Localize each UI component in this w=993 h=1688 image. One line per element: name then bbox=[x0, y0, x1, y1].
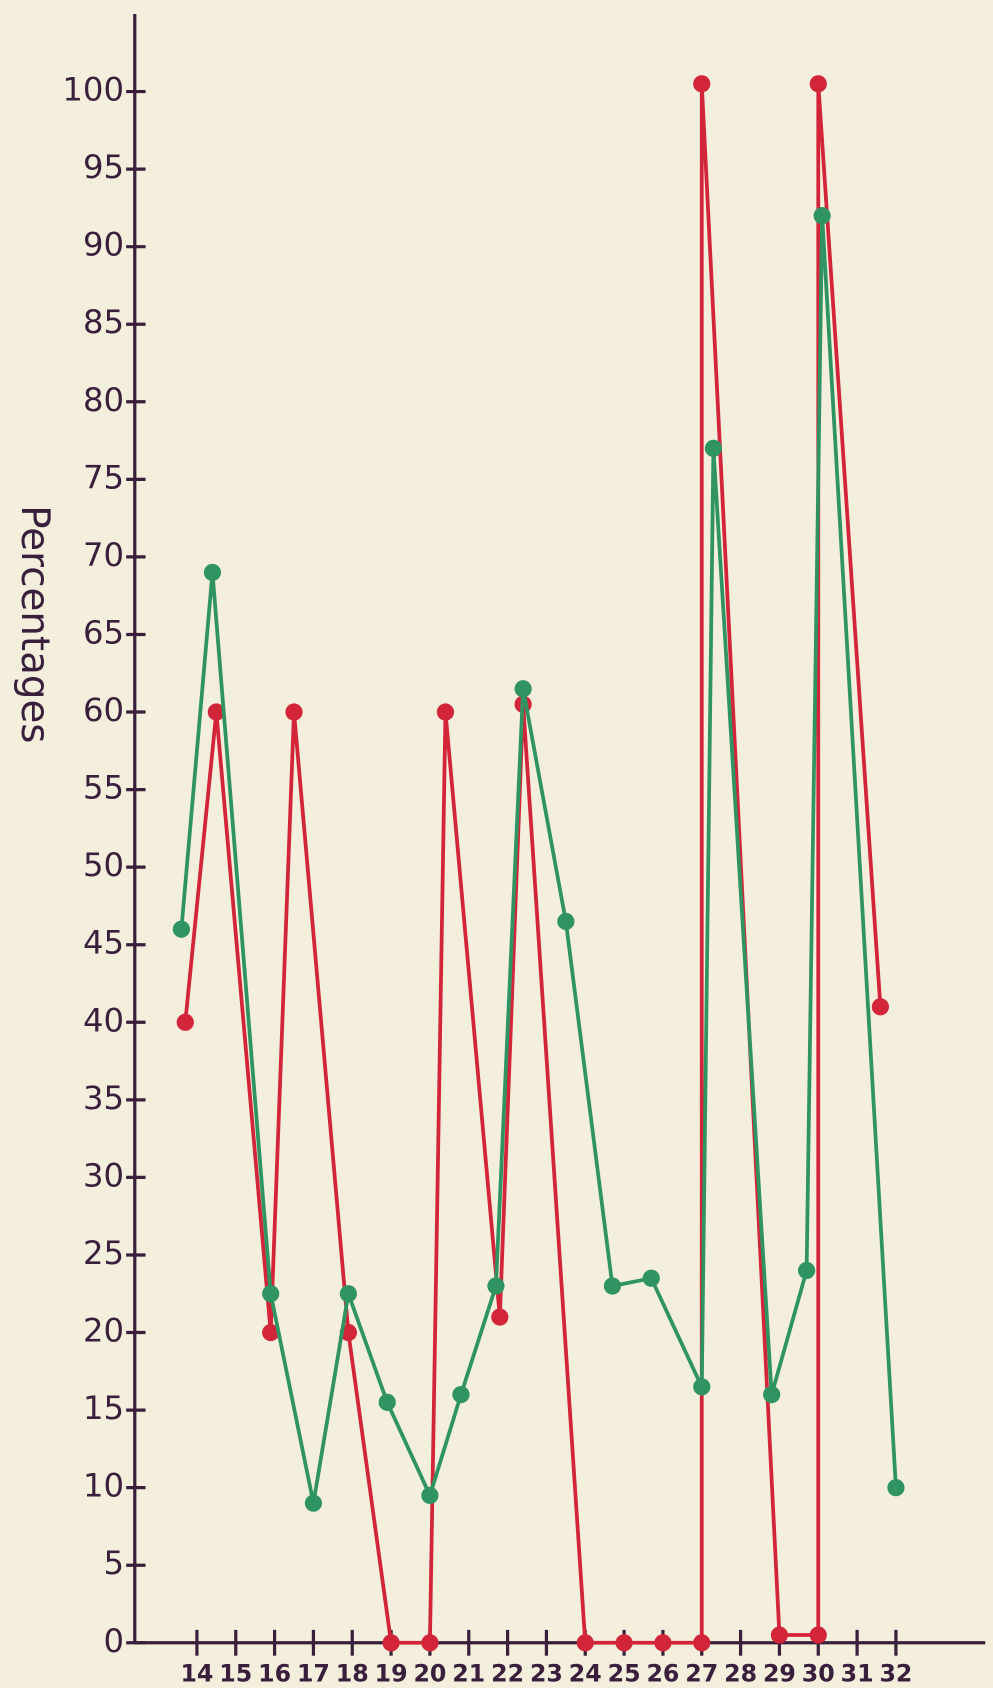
x-tick-label: 14 bbox=[180, 1660, 213, 1688]
data-point bbox=[305, 1495, 322, 1512]
data-point bbox=[285, 703, 302, 720]
y-tick-label: 80 bbox=[83, 381, 124, 419]
data-point bbox=[810, 75, 827, 92]
x-tick-label: 17 bbox=[297, 1660, 330, 1688]
data-point bbox=[421, 1487, 438, 1504]
y-tick-label: 90 bbox=[83, 226, 124, 264]
y-tick-label: 30 bbox=[83, 1156, 124, 1194]
x-tick-label: 20 bbox=[413, 1660, 446, 1688]
x-tick-label: 31 bbox=[841, 1660, 874, 1688]
data-point bbox=[872, 998, 889, 1015]
data-point bbox=[615, 1634, 632, 1651]
y-tick-label: 40 bbox=[83, 1001, 124, 1039]
y-tick-label: 45 bbox=[83, 924, 124, 962]
y-tick-label: 25 bbox=[83, 1234, 124, 1272]
x-tick-label: 15 bbox=[219, 1660, 252, 1688]
data-point bbox=[887, 1479, 904, 1496]
y-tick-label: 60 bbox=[83, 691, 124, 729]
data-point bbox=[177, 1014, 194, 1031]
x-tick-label: 30 bbox=[802, 1660, 835, 1688]
y-tick-label: 85 bbox=[83, 303, 124, 341]
data-point bbox=[771, 1626, 788, 1643]
y-tick-label: 100 bbox=[62, 71, 124, 109]
data-point bbox=[798, 1262, 815, 1279]
data-point bbox=[262, 1285, 279, 1302]
data-point bbox=[437, 703, 454, 720]
x-tick-label: 22 bbox=[491, 1660, 524, 1688]
y-tick-label: 35 bbox=[83, 1079, 124, 1117]
y-tick-label: 0 bbox=[103, 1622, 124, 1660]
data-point bbox=[515, 680, 532, 697]
x-tick-label: 21 bbox=[452, 1660, 485, 1688]
x-tick-label: 18 bbox=[336, 1660, 369, 1688]
data-point bbox=[421, 1634, 438, 1651]
data-point bbox=[705, 440, 722, 457]
data-point bbox=[604, 1277, 621, 1294]
data-point bbox=[577, 1634, 594, 1651]
y-tick-label: 55 bbox=[83, 769, 124, 807]
data-point bbox=[173, 921, 190, 938]
data-point bbox=[693, 1378, 710, 1395]
y-tick-label: 65 bbox=[83, 613, 124, 651]
page: {"chart_data": {"type": "line", "y_label… bbox=[0, 0, 993, 1688]
data-point bbox=[382, 1634, 399, 1651]
x-tick-label: 23 bbox=[530, 1660, 563, 1688]
y-tick-label: 50 bbox=[83, 846, 124, 884]
data-point bbox=[487, 1277, 504, 1294]
x-tick-label: 28 bbox=[724, 1660, 757, 1688]
x-tick-label: 29 bbox=[763, 1660, 796, 1688]
y-tick-label: 70 bbox=[83, 536, 124, 574]
x-tick-label: 25 bbox=[608, 1660, 641, 1688]
data-point bbox=[810, 1626, 827, 1643]
y-tick-label: 75 bbox=[83, 458, 124, 496]
y-tick-label: 95 bbox=[83, 148, 124, 186]
data-point bbox=[491, 1308, 508, 1325]
x-tick-label: 16 bbox=[258, 1660, 291, 1688]
y-tick-label: 5 bbox=[103, 1544, 124, 1582]
data-point bbox=[693, 1634, 710, 1651]
data-point bbox=[452, 1386, 469, 1403]
x-tick-label: 27 bbox=[685, 1660, 718, 1688]
y-tick-label: 10 bbox=[83, 1467, 124, 1505]
x-tick-label: 32 bbox=[879, 1660, 912, 1688]
data-point bbox=[340, 1285, 357, 1302]
series-line bbox=[185, 84, 880, 1643]
y-tick-label: 15 bbox=[83, 1389, 124, 1427]
x-tick-label: 26 bbox=[646, 1660, 679, 1688]
x-tick-label: 19 bbox=[375, 1660, 408, 1688]
chart: Percentages 0 5 10 15 20 25 30 35 40 45 50 55 60 65 70… bbox=[0, 0, 993, 1688]
data-point bbox=[557, 913, 574, 930]
data-point bbox=[814, 207, 831, 224]
data-point bbox=[379, 1394, 396, 1411]
data-point bbox=[654, 1634, 671, 1651]
data-point bbox=[204, 564, 221, 581]
data-point bbox=[643, 1270, 660, 1287]
y-axis-label: Percentages bbox=[12, 505, 57, 743]
y-tick-label: 20 bbox=[83, 1312, 124, 1350]
data-point bbox=[693, 75, 710, 92]
x-tick-label: 24 bbox=[569, 1660, 602, 1688]
data-point bbox=[763, 1386, 780, 1403]
